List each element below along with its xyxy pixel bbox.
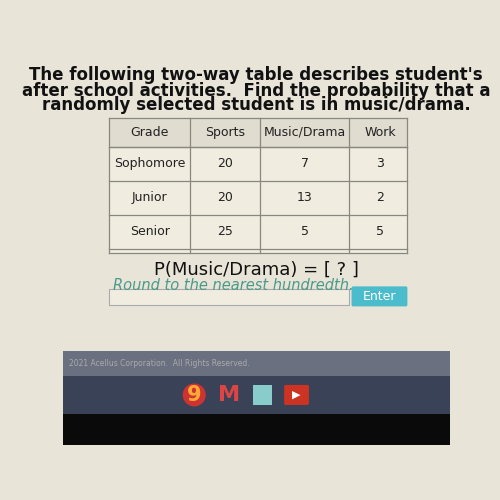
Text: 25: 25 — [218, 225, 233, 238]
Text: Work: Work — [364, 126, 396, 139]
Text: Junior: Junior — [132, 192, 168, 204]
Text: Sophomore: Sophomore — [114, 158, 186, 170]
Text: Grade: Grade — [130, 126, 169, 139]
Circle shape — [184, 384, 205, 406]
Text: 13: 13 — [297, 192, 312, 204]
Text: 2: 2 — [376, 192, 384, 204]
Text: Sports: Sports — [206, 126, 245, 139]
Text: 9: 9 — [187, 385, 202, 405]
Text: Enter: Enter — [362, 290, 396, 303]
Text: M: M — [218, 385, 240, 405]
Bar — [109, 290, 349, 305]
Text: 20: 20 — [218, 192, 233, 204]
Text: 20: 20 — [218, 158, 233, 170]
Text: Music/Drama: Music/Drama — [264, 126, 346, 139]
FancyBboxPatch shape — [352, 286, 408, 306]
Text: after school activities.  Find the probability that a: after school activities. Find the probab… — [22, 82, 490, 100]
Text: 2021 Acellus Corporation.  All Rights Reserved.: 2021 Acellus Corporation. All Rights Res… — [68, 359, 250, 368]
Text: Senior: Senior — [130, 225, 170, 238]
Bar — [109, 118, 408, 252]
Text: randomly selected student is in music/drama.: randomly selected student is in music/dr… — [42, 96, 470, 114]
FancyBboxPatch shape — [284, 385, 309, 405]
Bar — [109, 118, 408, 147]
Text: The following two-way table describes student's: The following two-way table describes st… — [30, 66, 483, 84]
Bar — [253, 385, 272, 405]
Text: 7: 7 — [300, 158, 308, 170]
Text: 5: 5 — [300, 225, 308, 238]
Text: 5: 5 — [376, 225, 384, 238]
Bar — [62, 351, 450, 376]
Bar — [62, 414, 450, 445]
Text: 3: 3 — [376, 158, 384, 170]
Text: P(Music/Drama) = [ ? ]: P(Music/Drama) = [ ? ] — [154, 260, 358, 278]
Text: Round to the nearest hundredth.: Round to the nearest hundredth. — [112, 278, 354, 293]
Bar — [62, 376, 450, 414]
Text: ▶: ▶ — [292, 390, 301, 400]
